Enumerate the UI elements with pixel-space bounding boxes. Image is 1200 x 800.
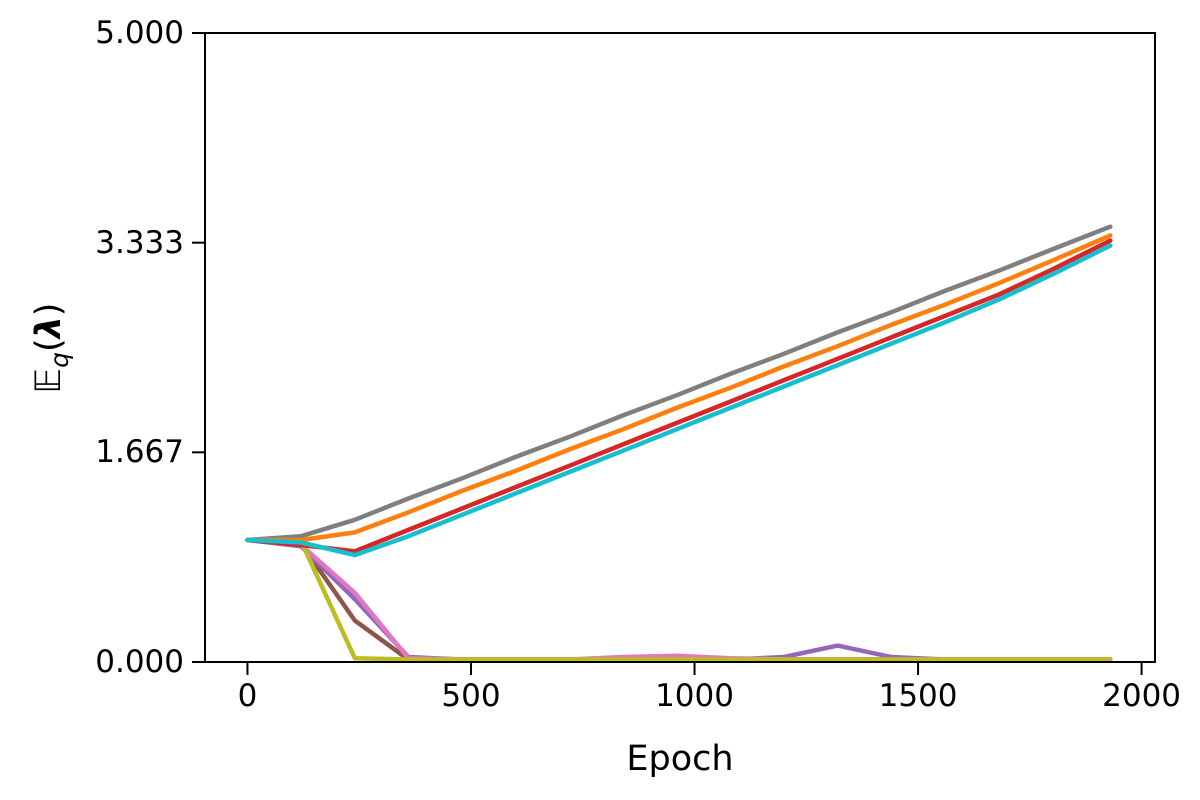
ylabel-blackboard-e: 𝔼 bbox=[29, 367, 69, 394]
series-line-purple bbox=[245, 537, 1113, 662]
y-axis-label: 𝔼q(λ) bbox=[29, 302, 74, 394]
y-tick-label: 1.667 bbox=[95, 434, 184, 471]
series-line-red bbox=[245, 238, 1113, 554]
x-tick-label: 500 bbox=[441, 678, 501, 714]
y-tick-label: 5.000 bbox=[95, 15, 184, 51]
ylabel-close-paren: ) bbox=[29, 302, 69, 317]
x-tick-label: 0 bbox=[237, 678, 258, 714]
y-tick-label: 0.000 bbox=[95, 644, 184, 680]
series-line-orange bbox=[245, 233, 1113, 543]
y-tick-label: 3.333 bbox=[95, 224, 184, 261]
x-tick-label: 1500 bbox=[878, 678, 958, 714]
series-line-pink bbox=[245, 537, 1113, 662]
ylabel-open-paren: ( bbox=[29, 338, 69, 353]
ylabel-subscript: q bbox=[45, 352, 74, 368]
series-line-yellow bbox=[245, 537, 1113, 662]
series-line-cyan bbox=[245, 243, 1113, 558]
x-tick-label: 2000 bbox=[1102, 678, 1182, 714]
x-tick-label: 1000 bbox=[655, 678, 734, 714]
series-line-brown bbox=[245, 537, 1113, 662]
series-line-gray bbox=[245, 224, 1113, 543]
axes-spines bbox=[204, 32, 1156, 663]
ylabel-lambda: λ bbox=[29, 316, 69, 339]
x-axis-label: Epoch bbox=[626, 739, 734, 779]
